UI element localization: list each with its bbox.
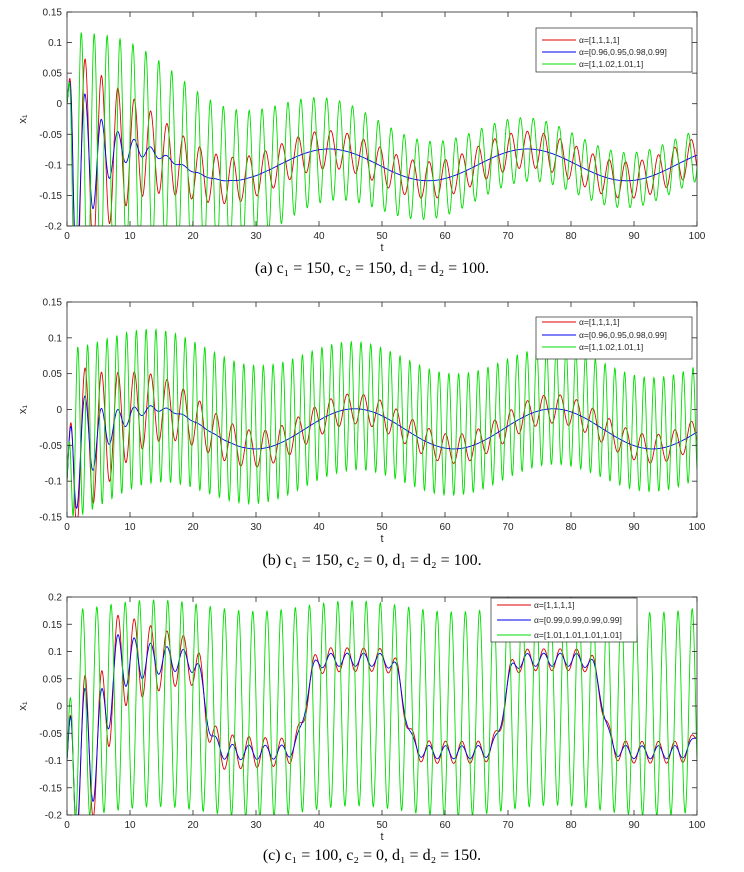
y-tick-label: 0.05 — [43, 674, 63, 685]
x-tick-label: 30 — [250, 820, 262, 831]
x-tick-label: 10 — [124, 522, 136, 533]
x-tick-label: 10 — [124, 231, 136, 242]
legend-label-3: α=[1,1.02,1.01,1] — [579, 342, 643, 352]
legend-label-2: α=[0.96,0.95,0.98,0.99] — [579, 330, 667, 340]
legend-label-2: α=[0.96,0.95,0.98,0.99] — [579, 47, 667, 57]
x-tick-label: 50 — [376, 522, 388, 533]
y-tick-label: -0.2 — [45, 811, 63, 822]
y-tick-label: -0.15 — [39, 191, 62, 202]
chart-panel-2: 0 10 20 30 40 50 60 70 80 90 100 -0.15 -0.1 -0.05 0 0.0… — [17, 298, 706, 570]
y-tick-label: 0.05 — [43, 69, 63, 80]
y-tick-label: 0.1 — [48, 38, 62, 49]
x-tick-label: 60 — [439, 231, 451, 242]
y-tick-label: 0.1 — [48, 647, 62, 658]
legend-label-2: α=[0.99,0.99,0.99,0.99] — [534, 615, 622, 625]
series-line-3 — [67, 32, 697, 226]
x-tick-label: 10 — [124, 820, 136, 831]
y-tick-label: 0 — [56, 702, 62, 713]
x-tick-label: 40 — [313, 231, 325, 242]
x-tick-label: 60 — [439, 820, 451, 831]
y-tick-label: 0.2 — [48, 593, 62, 604]
x-tick-label: 100 — [689, 820, 706, 831]
legend-label-3: α=[1,1.02,1.01,1] — [579, 59, 643, 69]
x-tick-label: 100 — [689, 522, 706, 533]
x-tick-label: 80 — [565, 522, 577, 533]
x-tick-label: 80 — [565, 820, 577, 831]
legend-box — [535, 27, 693, 73]
figure-caption: (a) c₁ = 150, c₂ = 150, d₁ = d₂ = 100. — [255, 260, 489, 277]
x-tick-label: 40 — [313, 522, 325, 533]
legend-label-1: α=[1,1,1,1] — [579, 35, 620, 45]
legend-label-3: α=[1.01,1.01,1.01,1.01] — [534, 630, 622, 640]
y-tick-label: -0.05 — [39, 729, 62, 740]
series-line-1 — [67, 614, 697, 815]
x-tick-label: 90 — [628, 820, 640, 831]
y-tick-label: -0.1 — [45, 477, 63, 488]
x-tick-label: 60 — [439, 522, 451, 533]
x-tick-label: 70 — [502, 231, 514, 242]
y-axis-label: x₁ — [17, 701, 29, 711]
series-line-3 — [67, 328, 697, 517]
x-axis-label: t — [380, 533, 383, 545]
y-axis-label: x₁ — [17, 114, 29, 124]
x-tick-label: 90 — [628, 522, 640, 533]
y-tick-label: -0.15 — [39, 513, 62, 524]
x-tick-label: 30 — [250, 231, 262, 242]
x-tick-label: 20 — [187, 820, 199, 831]
y-tick-label: 0 — [56, 99, 62, 110]
y-tick-label: -0.1 — [45, 756, 63, 767]
series-line-1 — [67, 367, 697, 517]
y-tick-label: 0.15 — [43, 620, 63, 631]
x-tick-label: 40 — [313, 820, 325, 831]
figure-caption: (b) c₁ = 150, c₂ = 0, d₁ = d₂ = 100. — [262, 552, 481, 569]
y-tick-label: -0.2 — [45, 222, 63, 233]
series-line-2 — [67, 395, 697, 509]
x-tick-label: 80 — [565, 231, 577, 242]
x-axis-label: t — [380, 831, 383, 843]
x-tick-label: 50 — [376, 231, 388, 242]
y-tick-label: 0.1 — [48, 333, 62, 344]
y-tick-label: 0 — [56, 405, 62, 416]
x-tick-label: 0 — [64, 231, 70, 242]
x-tick-label: 100 — [689, 231, 706, 242]
chart-panel-1: 0 10 20 30 40 50 60 70 80 90 100 -0.2 -0.15 -0.1 -0.05… — [17, 8, 706, 278]
y-tick-label: -0.1 — [45, 160, 63, 171]
x-axis-label: t — [380, 242, 383, 254]
x-tick-label: 70 — [502, 820, 514, 831]
x-tick-label: 20 — [187, 522, 199, 533]
y-tick-label: 0.05 — [43, 369, 63, 380]
y-tick-label: -0.05 — [39, 441, 62, 452]
x-tick-label: 30 — [250, 522, 262, 533]
x-tick-label: 50 — [376, 820, 388, 831]
x-tick-label: 70 — [502, 522, 514, 533]
y-tick-label: 0.15 — [43, 298, 63, 309]
legend-label-1: α=[1,1,1,1] — [579, 317, 620, 327]
x-tick-label: 0 — [64, 820, 70, 831]
figure-caption: (c) c₁ = 100, c₂ = 0, d₁ = d₂ = 150. — [263, 847, 481, 864]
x-tick-label: 20 — [187, 231, 199, 242]
legend-label-1: α=[1,1,1,1] — [534, 600, 575, 610]
chart-panel-3: 0 10 20 30 40 50 60 70 80 90 100 -0.2 -0.15 -0.1 -0.05… — [17, 593, 706, 865]
y-tick-label: -0.05 — [39, 130, 62, 141]
series-line-2 — [67, 634, 697, 815]
y-axis-label: x₁ — [17, 405, 29, 415]
legend-box — [535, 316, 693, 360]
y-tick-label: -0.15 — [39, 783, 62, 794]
x-tick-label: 90 — [628, 231, 640, 242]
series-line-1 — [67, 58, 697, 226]
x-tick-label: 0 — [64, 522, 70, 533]
y-tick-label: 0.15 — [43, 8, 63, 19]
